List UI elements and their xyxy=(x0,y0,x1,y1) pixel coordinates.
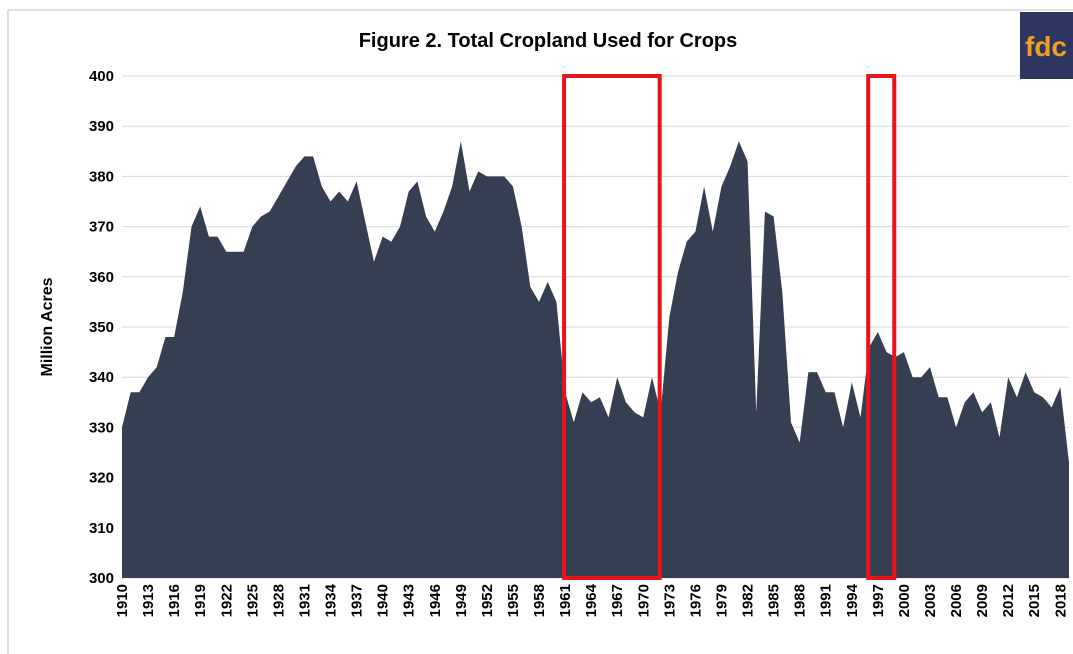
x-tick-label: 1958 xyxy=(531,584,548,617)
x-tick-label: 1940 xyxy=(375,584,392,617)
x-tick-label: 1994 xyxy=(844,583,861,617)
y-tick-label: 300 xyxy=(89,570,114,587)
logo: fdc xyxy=(1025,31,1067,62)
x-tick-label: 2015 xyxy=(1026,584,1043,617)
x-tick-label: 1910 xyxy=(114,584,131,617)
x-tick-label: 1982 xyxy=(740,584,757,617)
x-tick-label: 1916 xyxy=(166,584,183,617)
y-tick-label: 310 xyxy=(89,520,114,537)
x-tick-label: 2009 xyxy=(974,584,991,617)
x-tick-label: 1913 xyxy=(140,584,157,617)
x-tick-label: 1985 xyxy=(766,584,783,617)
logo-box xyxy=(1020,12,1073,79)
y-tick-label: 340 xyxy=(89,369,114,386)
x-tick-label: 1925 xyxy=(244,584,261,617)
y-tick-label: 320 xyxy=(89,470,114,487)
x-tick-label: 1931 xyxy=(296,584,313,617)
y-tick-label: 330 xyxy=(89,419,114,436)
y-tick-label: 360 xyxy=(89,269,114,286)
x-tick-label: 1991 xyxy=(818,584,835,617)
x-tick-label: 1964 xyxy=(583,583,600,617)
y-tick-label: 390 xyxy=(89,118,114,135)
x-tick-label: 1961 xyxy=(557,584,574,617)
x-tick-label: 2006 xyxy=(948,584,965,617)
y-axis-label: Million Acres xyxy=(39,277,56,376)
x-tick-label: 2000 xyxy=(896,584,913,617)
x-tick-label: 1967 xyxy=(609,584,626,617)
highlight-box xyxy=(562,74,662,580)
x-tick-label: 1970 xyxy=(635,584,652,617)
x-tick-label: 1919 xyxy=(192,584,209,617)
x-tick-label: 1952 xyxy=(479,584,496,617)
highlight-box xyxy=(866,74,897,580)
x-tick-label: 1979 xyxy=(713,584,730,617)
x-tick-label: 1943 xyxy=(401,584,418,617)
x-tick-label: 2003 xyxy=(922,584,939,617)
chart-title: Figure 2. Total Cropland Used for Crops xyxy=(359,30,738,52)
x-tick-label: 1946 xyxy=(427,584,444,617)
x-tick-label: 1988 xyxy=(792,584,809,617)
area xyxy=(122,141,1069,578)
x-tick-label: 1922 xyxy=(218,584,235,617)
y-tick-label: 380 xyxy=(89,168,114,185)
x-tick-label: 2012 xyxy=(1000,584,1017,617)
y-tick-label: 400 xyxy=(89,68,114,85)
y-tick-label: 350 xyxy=(89,319,114,336)
x-tick-label: 1976 xyxy=(687,584,704,617)
x-tick-label: 1973 xyxy=(661,584,678,617)
plot: 300 310 320 330 340 350 360 370 380 390 400 1910 191… xyxy=(89,68,1069,617)
x-tick-label: 1934 xyxy=(323,583,340,617)
x-tick-label: 1955 xyxy=(505,584,522,617)
y-tick-label: 370 xyxy=(89,219,114,236)
x-tick-label: 1997 xyxy=(870,584,887,617)
x-tick-label: 1928 xyxy=(270,584,287,617)
x-tick-label: 2018 xyxy=(1052,584,1069,617)
x-tick-label: 1949 xyxy=(453,584,470,617)
x-tick-label: 1937 xyxy=(349,584,366,617)
